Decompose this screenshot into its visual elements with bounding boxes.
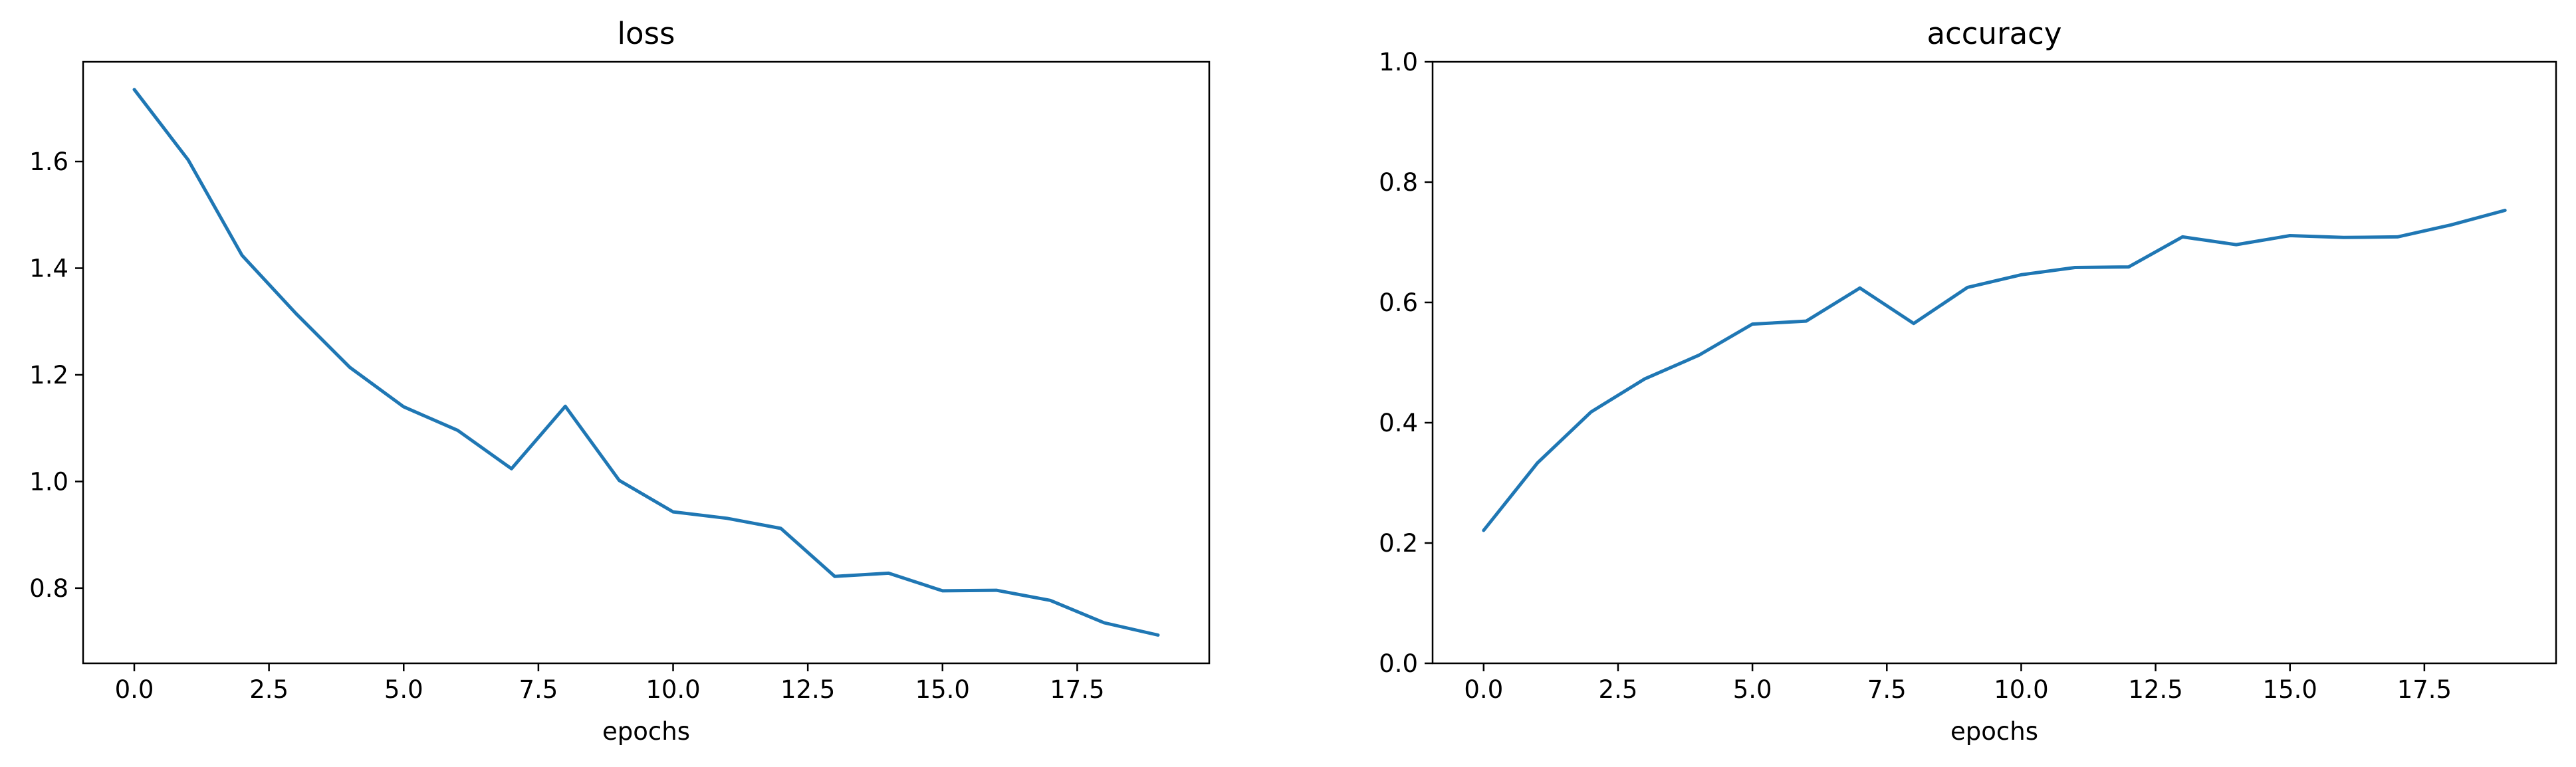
- accuracy-x-tick-label: 10.0: [1994, 675, 2048, 704]
- accuracy-y-tick-label: 1.0: [1379, 48, 1418, 76]
- x-axis-title: epochs: [602, 717, 690, 746]
- loss-ticks: 0.0 2.5 5.0 7.5 10.0 12.5 15.0 17.5 0.8 1.0 1.2 1.4…: [29, 148, 1104, 704]
- loss-y-tick-label: 1.0: [29, 467, 68, 496]
- loss-y-tick-label: 0.8: [29, 574, 68, 603]
- accuracy-x-tick-label: 7.5: [1867, 675, 1907, 704]
- accuracy-y-tick-label: 0.6: [1379, 288, 1418, 317]
- loss-x-tick-label: 12.5: [780, 675, 835, 704]
- loss-x-tick-label: 17.5: [1050, 675, 1104, 704]
- loss-chart-panel: loss 0.0 2.5 5.0 7.5 10.0 12.5 15.0 17.5 0.8 1.0 1…: [29, 16, 1211, 746]
- accuracy-y-tick-label: 0.8: [1379, 168, 1418, 197]
- accuracy-chart-panel: accuracy 0.0 2.5 5.0 7.5 10.0 12.5 15.0 17.50.0…: [1379, 16, 2557, 746]
- chart-title: accuracy: [1927, 16, 2061, 51]
- accuracy-x-tick-label: 0.0: [1464, 675, 1503, 704]
- accuracy-y-tick-label: 0.2: [1379, 529, 1418, 558]
- accuracy-x-tick-label: 2.5: [1599, 675, 1638, 704]
- x-axis-title: epochs: [1950, 717, 2038, 746]
- loss-plot-frame: [82, 60, 1211, 665]
- loss-x-tick-label: 10.0: [645, 675, 700, 704]
- loss-series-line: [132, 88, 1160, 637]
- loss-x-tick-label: 5.0: [384, 675, 423, 704]
- accuracy-y-tick-label: 0.0: [1379, 649, 1418, 678]
- accuracy-ticks: 0.0 2.5 5.0 7.5 10.0 12.5 15.0 17.5 0.0 0.2 0.4 0.6…: [1379, 48, 2452, 704]
- loss-x-tick-label: 0.0: [115, 675, 154, 704]
- accuracy-plot-frame: [1431, 60, 2557, 665]
- loss-y-tick-label: 1.4: [29, 254, 68, 282]
- accuracy-x-tick-label: 15.0: [2263, 675, 2317, 704]
- loss-x-tick-label: 7.5: [519, 675, 558, 704]
- loss-y-tick-label: 1.2: [29, 361, 68, 389]
- chart-title: loss: [618, 16, 675, 51]
- accuracy-series-line: [1482, 209, 2507, 532]
- accuracy-x-tick-label: 17.5: [2397, 675, 2452, 704]
- accuracy-y-tick-label: 0.4: [1379, 409, 1418, 437]
- accuracy-x-tick-label: 5.0: [1733, 675, 1772, 704]
- loss-y-tick-label: 1.6: [29, 148, 68, 176]
- loss-x-tick-label: 15.0: [915, 675, 970, 704]
- accuracy-x-tick-label: 12.5: [2128, 675, 2182, 704]
- loss-x-tick-label: 2.5: [249, 675, 289, 704]
